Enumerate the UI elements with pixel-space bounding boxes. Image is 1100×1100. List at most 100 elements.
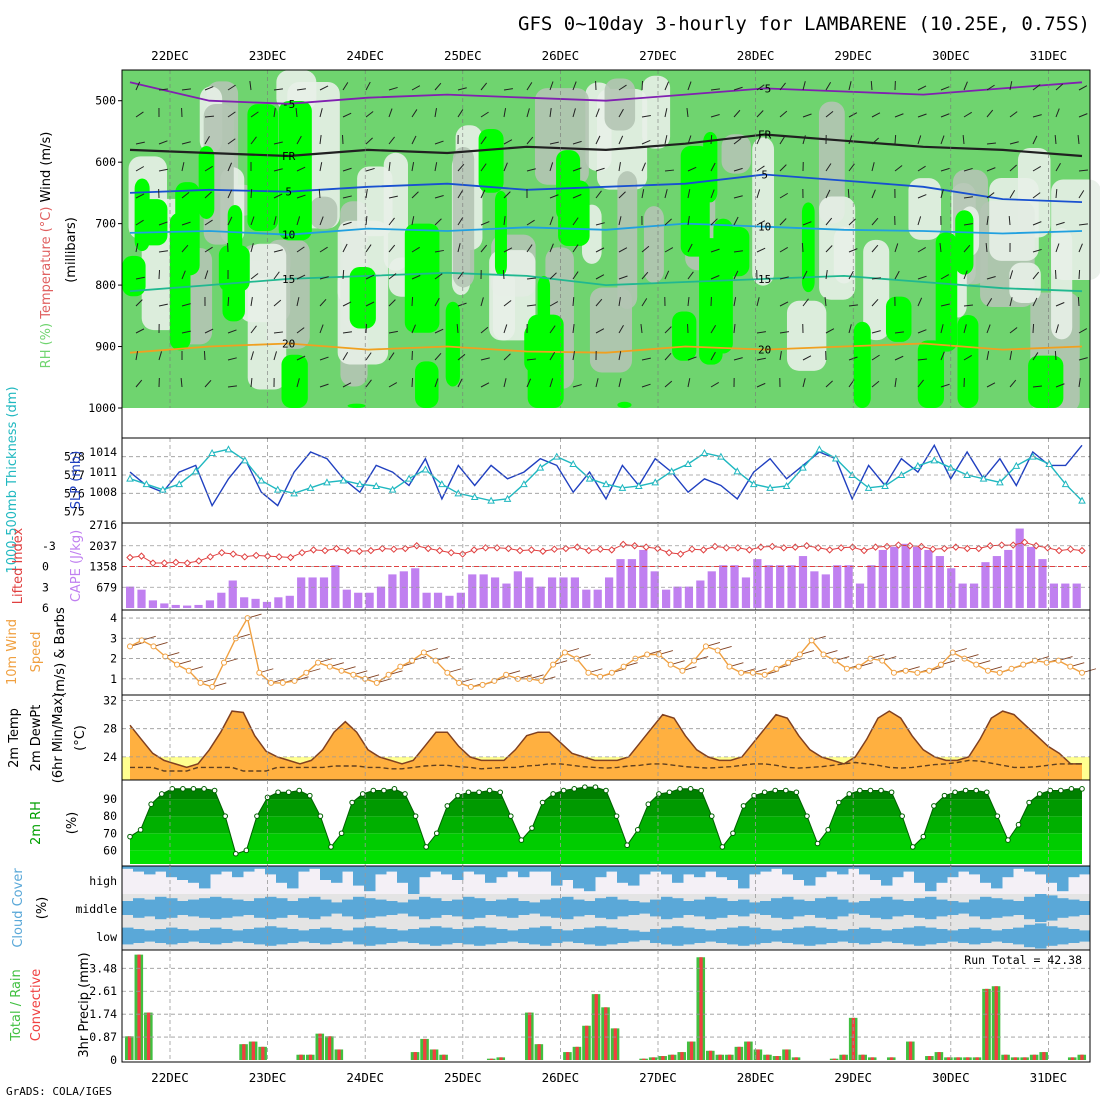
wind-speed-line-point	[279, 679, 286, 686]
cloud-low-bar	[617, 929, 629, 943]
cloud-high-bar	[441, 866, 453, 875]
lifted-index-point	[562, 544, 570, 553]
thickness-point	[273, 485, 282, 493]
wind-barb	[940, 135, 945, 145]
wind-barb	[480, 382, 490, 388]
wind-speed-line-point	[996, 669, 1003, 676]
panel-frame-upper	[121, 69, 1091, 439]
cloud-middle-bar	[309, 896, 321, 920]
precip-convective-bar	[680, 1052, 684, 1060]
cloud-middle-bar	[705, 896, 717, 920]
wind-barb	[871, 112, 881, 118]
cloud-middle-bar	[815, 898, 827, 918]
cloud-middle-bar	[210, 896, 222, 920]
thickness-point	[175, 480, 184, 488]
rh-patch-dry	[383, 152, 408, 271]
cape-bar	[924, 549, 933, 608]
cloud-middle-bar	[1013, 901, 1025, 915]
cloud-high-bar	[925, 866, 937, 892]
wind-barb	[618, 135, 624, 145]
precip-convective-bar	[766, 1054, 770, 1060]
rh-point	[243, 847, 250, 854]
cape-ylabel: CAPE (J/kg)	[69, 530, 84, 602]
wind-barb	[250, 325, 257, 334]
wind-barb	[480, 189, 486, 199]
thickness-point	[930, 456, 939, 464]
wind-barb	[273, 216, 277, 226]
lifted-index-point	[332, 544, 341, 553]
precip-convective-bar	[851, 1017, 856, 1060]
wind-barb	[503, 353, 511, 361]
wind-barb	[572, 167, 582, 172]
wind-barb	[319, 216, 324, 226]
rh-point	[1005, 837, 1011, 843]
cloud-high-bar	[342, 866, 354, 872]
lifted-index-point	[298, 548, 306, 557]
cape-bar	[137, 589, 146, 608]
cape-bar	[525, 577, 534, 608]
rh-patch-moist	[716, 226, 750, 277]
wind-barb	[618, 297, 621, 307]
wind-barb	[641, 245, 650, 253]
rh-point	[497, 789, 504, 796]
lifted-index-point	[699, 546, 708, 554]
cloud-low-bar	[540, 926, 552, 946]
wind-barb	[802, 81, 806, 91]
wind-speed-line-point	[479, 681, 486, 688]
lifted-index-point	[848, 543, 857, 551]
cape-bar	[126, 586, 135, 608]
cloud-high-bar	[375, 866, 387, 875]
wind-barb	[296, 378, 300, 388]
cape-bar	[433, 592, 443, 608]
rh-point	[1079, 786, 1085, 792]
lifted-index-point	[768, 542, 777, 551]
wind-speed-line-point	[702, 643, 709, 650]
wind-barb	[756, 110, 764, 118]
wind-barb	[457, 243, 461, 253]
thickness-point	[208, 448, 216, 456]
cloud-low-bar	[881, 930, 893, 942]
wind-barb	[273, 351, 277, 361]
wind-barb	[848, 324, 852, 334]
rh-patch-moist	[349, 267, 376, 329]
y-tick: 28	[103, 722, 117, 736]
wind-barb	[434, 249, 444, 253]
cloud-high-bar	[144, 866, 156, 875]
rh-patch-moist	[1028, 355, 1064, 408]
wind-barb	[480, 297, 484, 307]
thickness-point	[241, 456, 249, 464]
rh-point	[465, 789, 472, 796]
wind-barb	[595, 274, 605, 280]
rh-band	[130, 816, 1082, 834]
thickness-point	[569, 459, 578, 467]
wind-barb	[733, 297, 737, 307]
cloud-middle-bar	[683, 901, 695, 915]
wind-barb	[917, 275, 927, 280]
rh-patch-moist	[917, 340, 945, 408]
y-tick: 4	[110, 611, 117, 625]
thickness-point	[799, 463, 807, 471]
rh-patch-dry	[276, 70, 317, 111]
lifted-index-point	[757, 543, 765, 551]
wind-barb	[1055, 83, 1064, 91]
cloud-middle-bar	[265, 896, 277, 920]
wind-barb	[365, 379, 372, 388]
wind-speed-line-point	[127, 643, 133, 650]
rh-point	[307, 792, 313, 799]
wind-barb	[1009, 270, 1014, 280]
precip-convective-bar	[908, 1041, 913, 1060]
wind-barb	[227, 189, 233, 199]
cloud-middle-bar	[947, 901, 959, 915]
wind-barb	[456, 323, 459, 334]
date-label-top: 22DEC	[151, 48, 189, 63]
wind-barb	[135, 276, 145, 280]
cloud-middle-bar	[518, 901, 530, 915]
wind-barb	[342, 167, 352, 172]
cape-bar	[1026, 546, 1036, 608]
cloud-high-bar	[804, 866, 816, 886]
slp-tick: 1014	[89, 445, 117, 459]
cloud-middle-bar	[408, 899, 420, 917]
cloud-low-bar	[870, 929, 882, 943]
wind-ylabel-3: (m/s) & Barbs	[53, 607, 68, 697]
